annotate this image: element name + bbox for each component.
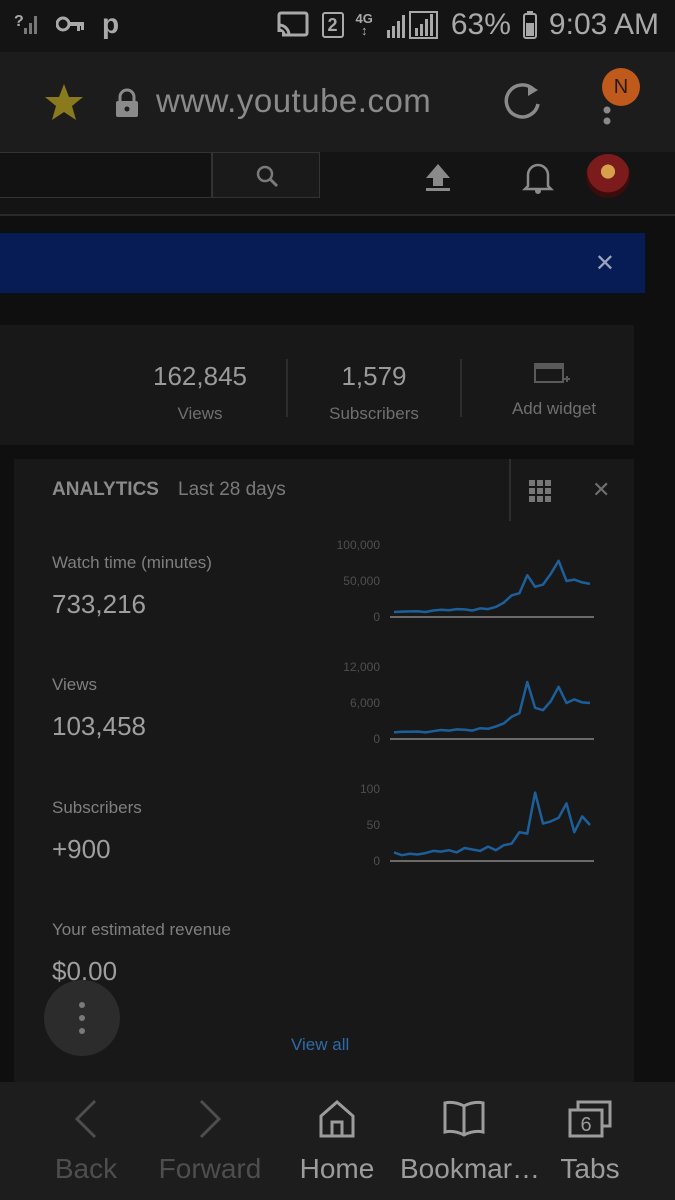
metric-label: Watch time (minutes) xyxy=(52,553,212,572)
notice-banner: ✕ xyxy=(0,233,645,293)
metric-label: Your estimated revenue xyxy=(52,920,231,939)
subscribers-sparkline: 100 50 0 xyxy=(360,782,594,868)
channel-stats-card: 162,845 Views 1,579 Subscribers Add widg… xyxy=(0,325,634,445)
header-divider xyxy=(509,459,511,521)
browser-bottom-nav: Back Forward Home Bookmar… 6 Tabs xyxy=(0,1082,675,1200)
youtube-header xyxy=(0,152,675,216)
stat-divider xyxy=(460,359,462,417)
view-all-link[interactable]: View all xyxy=(291,1035,350,1054)
star-icon[interactable] xyxy=(44,82,84,122)
browser-toolbar: www.youtube.com N xyxy=(0,52,675,152)
lock-icon xyxy=(116,88,138,117)
reload-icon[interactable] xyxy=(500,80,544,124)
series-line xyxy=(393,680,591,734)
analytics-range: Last 28 days xyxy=(178,479,286,500)
more-options-icon[interactable] xyxy=(600,92,614,126)
search-icon xyxy=(256,165,279,188)
stat-divider xyxy=(286,359,288,417)
metric-views: Views 103,458 xyxy=(52,675,146,742)
views-sparkline: 12,000 6,000 0 xyxy=(343,660,594,746)
analytics-card: ANALYTICS Last 28 days ✕ Watch time (min… xyxy=(14,459,634,1084)
search-input[interactable] xyxy=(0,152,212,198)
y-tick-label: 50 xyxy=(367,818,381,832)
p-icon: p xyxy=(102,8,120,39)
channel-avatar[interactable] xyxy=(586,154,630,198)
clock: 9:03 AM xyxy=(548,8,659,41)
battery-percent: 63% xyxy=(450,8,511,41)
bookmarks-button[interactable]: Bookmar… xyxy=(400,1098,541,1185)
signal-icon xyxy=(386,11,438,39)
sim-slot-badge: 2 xyxy=(321,12,344,38)
subscribers-count: 1,579 xyxy=(341,361,407,391)
add-widget-icon[interactable] xyxy=(534,361,570,387)
bookmarks-book-icon xyxy=(443,1100,485,1137)
metric-value: +900 xyxy=(52,834,111,864)
views-label: Views xyxy=(177,404,223,423)
series-line xyxy=(393,559,591,614)
tab-count: 6 xyxy=(580,1114,591,1136)
notifications-bell-icon[interactable] xyxy=(522,160,554,194)
metric-value: 733,216 xyxy=(52,589,146,619)
search-button[interactable] xyxy=(212,152,320,198)
y-tick-label: 100,000 xyxy=(337,538,381,552)
subscribers-label: Subscribers xyxy=(329,404,419,423)
forward-label: Forward xyxy=(158,1153,262,1184)
profile-badge[interactable]: N xyxy=(602,68,640,106)
bookmarks-label: Bookmar… xyxy=(400,1153,541,1184)
status-bar: ? p 2 4G ↕ 63% 9:03 AM xyxy=(0,0,675,52)
y-tick-label: 0 xyxy=(373,610,380,624)
more-actions-fab[interactable] xyxy=(44,980,120,1056)
add-widget-button[interactable]: Add widget xyxy=(496,399,612,419)
y-tick-label: 12,000 xyxy=(343,660,380,674)
tabs-button[interactable]: 6 Tabs xyxy=(554,1098,626,1185)
analytics-close-icon[interactable]: ✕ xyxy=(592,477,611,502)
home-icon xyxy=(319,1100,355,1138)
no-signal-icon: ? xyxy=(14,13,37,34)
cast-icon xyxy=(276,11,309,37)
subscribers-stat: 1,579 Subscribers xyxy=(320,361,428,424)
banner-close-icon[interactable]: ✕ xyxy=(594,250,615,277)
network-type: 4G ↕ xyxy=(355,11,373,38)
key-icon xyxy=(56,16,84,32)
y-tick-label: 100 xyxy=(360,782,380,796)
y-tick-label: 50,000 xyxy=(343,574,380,588)
y-tick-label: 0 xyxy=(373,854,380,868)
home-label: Home xyxy=(299,1153,375,1184)
add-widget-label: Add widget xyxy=(511,399,597,418)
upload-icon[interactable] xyxy=(424,162,452,192)
forward-arrow-icon xyxy=(199,1099,222,1139)
y-tick-label: 0 xyxy=(373,732,380,746)
metric-subscribers: Subscribers +900 xyxy=(52,798,142,865)
grid-icon[interactable] xyxy=(528,479,552,503)
metric-watch-time: Watch time (minutes) 733,216 xyxy=(52,553,212,620)
series-line xyxy=(393,791,591,857)
metric-value: 103,458 xyxy=(52,711,146,741)
address-bar[interactable]: www.youtube.com xyxy=(156,82,432,119)
analytics-title: ANALYTICS xyxy=(52,479,159,500)
back-label: Back xyxy=(54,1153,118,1184)
metric-label: Subscribers xyxy=(52,798,142,817)
tabs-icon: 6 xyxy=(568,1100,612,1138)
views-count: 162,845 xyxy=(153,361,247,391)
y-tick-label: 6,000 xyxy=(350,696,380,710)
tabs-label: Tabs xyxy=(560,1153,620,1184)
views-stat: 162,845 Views xyxy=(142,361,258,424)
back-arrow-icon xyxy=(74,1099,97,1139)
metric-revenue: Your estimated revenue $0.00 xyxy=(52,920,231,987)
home-button[interactable]: Home xyxy=(296,1098,378,1185)
metric-label: Views xyxy=(52,675,98,694)
svg-text:?: ? xyxy=(14,13,24,30)
battery-icon xyxy=(522,11,537,39)
watch-time-sparkline: 100,000 50,000 0 xyxy=(337,538,594,624)
back-button[interactable]: Back xyxy=(50,1098,122,1185)
forward-button[interactable]: Forward xyxy=(158,1098,262,1185)
